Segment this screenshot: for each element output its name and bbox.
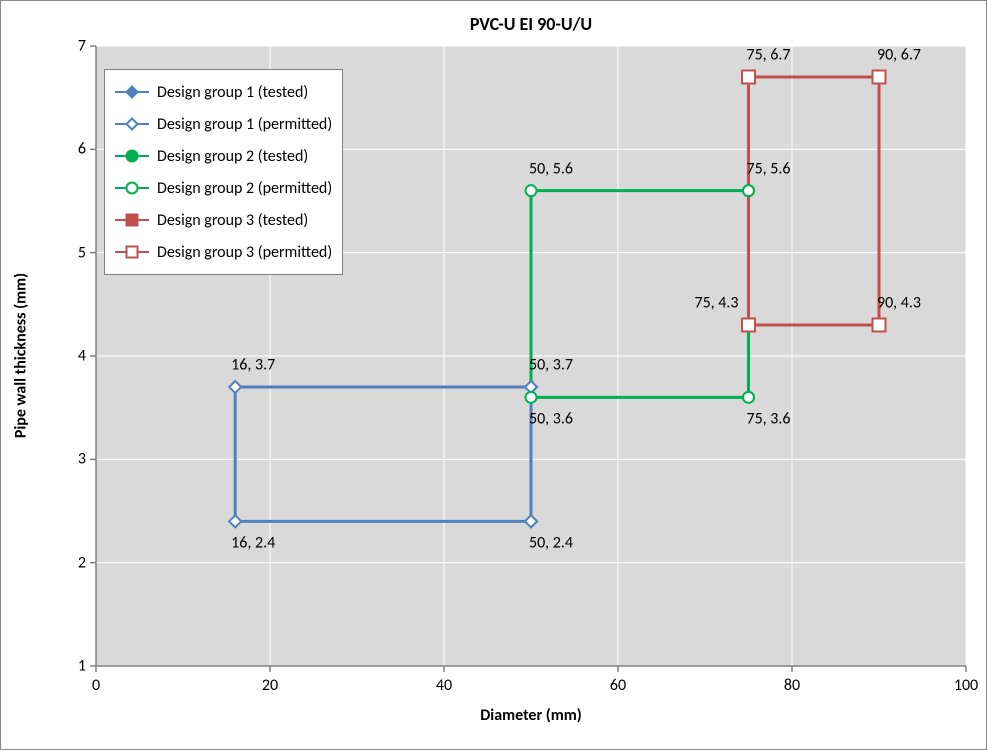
x-tick-label: 20 — [262, 676, 278, 695]
square-icon — [124, 244, 140, 260]
legend-label: Design group 1 (tested) — [157, 83, 308, 102]
x-tick-label: 40 — [436, 676, 452, 695]
x-tick-label: 100 — [954, 676, 978, 695]
y-axis-title: Pipe wall thickness (mm) — [12, 46, 31, 666]
x-tick-label: 80 — [784, 676, 800, 695]
legend-label: Design group 3 (permitted) — [157, 243, 332, 262]
data-label: 50, 2.4 — [529, 534, 573, 553]
x-tick-label: 60 — [610, 676, 626, 695]
data-label: 75, 3.6 — [746, 410, 790, 429]
data-label: 75, 4.3 — [694, 294, 738, 313]
y-tick-label: 2 — [78, 553, 86, 572]
data-label: 90, 4.3 — [877, 294, 921, 313]
data-label: 90, 6.7 — [877, 46, 921, 65]
y-tick-label: 3 — [78, 450, 86, 469]
legend-label: Design group 2 (permitted) — [157, 179, 332, 198]
y-tick-label: 5 — [78, 243, 86, 262]
legend-label: Design group 1 (permitted) — [157, 115, 332, 134]
diamond-icon — [124, 116, 140, 132]
legend: Design group 1 (tested) Design group 1 (p… — [104, 69, 343, 275]
legend-item: Design group 3 (tested) — [115, 204, 332, 236]
y-tick-label: 1 — [78, 657, 86, 676]
data-label: 50, 5.6 — [529, 159, 573, 178]
legend-item: Design group 1 (tested) — [115, 76, 332, 108]
data-label: 50, 3.6 — [529, 410, 573, 429]
legend-swatch — [115, 114, 149, 134]
circle-icon — [124, 148, 140, 164]
legend-item: Design group 1 (permitted) — [115, 108, 332, 140]
circle-icon — [124, 180, 140, 196]
legend-label: Design group 2 (tested) — [157, 147, 308, 166]
legend-item: Design group 3 (permitted) — [115, 236, 332, 268]
data-label: 50, 3.7 — [529, 356, 573, 375]
legend-swatch — [115, 242, 149, 262]
x-axis-title: Diameter (mm) — [96, 706, 966, 725]
y-tick-label: 6 — [78, 140, 86, 159]
square-icon — [124, 212, 140, 228]
chart-container: PVC-U EI 90-U/U Pipe wall thickness (mm)… — [0, 0, 987, 750]
data-label: 16, 2.4 — [231, 534, 275, 553]
legend-item: Design group 2 (permitted) — [115, 172, 332, 204]
legend-item: Design group 2 (tested) — [115, 140, 332, 172]
x-tick-label: 0 — [92, 676, 100, 695]
data-label: 75, 5.6 — [746, 159, 790, 178]
legend-swatch — [115, 146, 149, 166]
data-label: 75, 6.7 — [746, 46, 790, 65]
legend-swatch — [115, 178, 149, 198]
legend-swatch — [115, 82, 149, 102]
data-label: 16, 3.7 — [231, 356, 275, 375]
legend-label: Design group 3 (tested) — [157, 211, 308, 230]
y-tick-label: 4 — [78, 347, 86, 366]
y-tick-label: 7 — [78, 37, 86, 56]
diamond-icon — [124, 84, 140, 100]
legend-swatch — [115, 210, 149, 230]
chart-title: PVC-U EI 90-U/U — [96, 13, 966, 35]
